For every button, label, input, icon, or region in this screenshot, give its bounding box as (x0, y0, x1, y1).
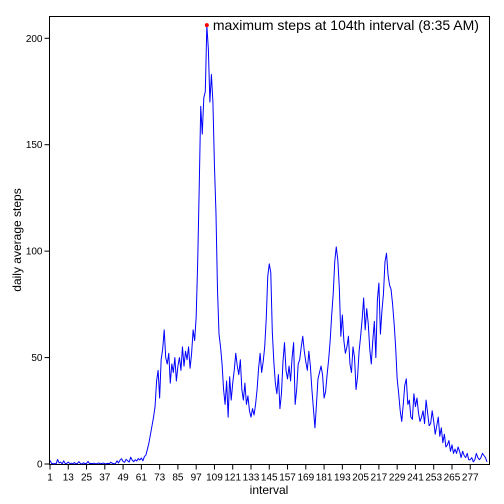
x-tick-label: 85 (172, 473, 184, 484)
x-tick-label: 13 (63, 473, 75, 484)
x-tick-label: 217 (371, 473, 388, 484)
x-axis-title: interval (250, 483, 289, 497)
y-tick-label: 200 (26, 34, 43, 45)
x-tick-label: 277 (462, 473, 479, 484)
x-axis: 1 13 25 37 49 61 73 85 97 109 121 133 145 157 169 181 19… (47, 464, 479, 484)
x-tick-label: 193 (334, 473, 351, 484)
x-tick-label: 265 (444, 473, 461, 484)
annotation-layer: maximum steps at 104th interval (8:35 AM… (204, 17, 479, 33)
x-tick-label: 25 (81, 473, 93, 484)
x-tick-label: 73 (154, 473, 166, 484)
x-tick-label: 229 (389, 473, 406, 484)
x-tick-label: 157 (279, 473, 296, 484)
x-tick-label: 205 (352, 473, 369, 484)
x-tick-label: 61 (136, 473, 148, 484)
y-tick-label: 0 (37, 460, 43, 471)
x-tick-label: 145 (261, 473, 278, 484)
x-tick-label: 121 (224, 473, 241, 484)
x-tick-label: 49 (118, 473, 130, 484)
y-axis: 0 50 100 150 200 (26, 34, 50, 471)
y-tick-label: 150 (26, 140, 43, 151)
x-tick-label: 169 (297, 473, 314, 484)
x-tick-label: 241 (407, 473, 424, 484)
y-axis-title: daily average steps (10, 188, 24, 291)
series-layer (49, 25, 488, 465)
max-point-annotation: maximum steps at 104th interval (8:35 AM… (213, 17, 479, 33)
x-tick-label: 133 (243, 473, 260, 484)
x-tick-label: 97 (191, 473, 203, 484)
x-tick-label: 37 (99, 473, 111, 484)
series-line (49, 25, 488, 465)
x-tick-label: 181 (316, 473, 333, 484)
y-tick-label: 100 (26, 247, 43, 258)
x-tick-label: 1 (47, 473, 53, 484)
max-point-marker (204, 23, 209, 28)
y-tick-label: 50 (31, 353, 43, 364)
x-tick-label: 109 (206, 473, 223, 484)
x-tick-label: 253 (425, 473, 442, 484)
plot-frame (49, 16, 490, 465)
